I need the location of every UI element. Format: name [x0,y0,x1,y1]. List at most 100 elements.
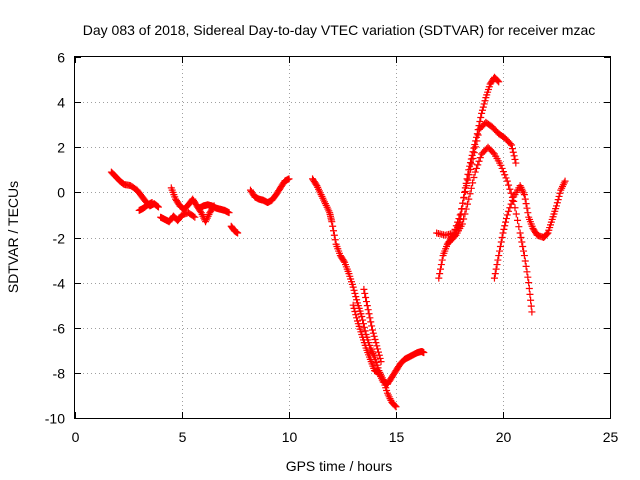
data-point [474,161,482,169]
y-tick-label: -2 [53,231,66,247]
data-point [508,141,516,149]
data-point [464,176,472,184]
data-point [368,322,376,330]
data-point [154,203,162,211]
data-point [554,196,562,204]
x-axis-label: GPS time / hours [286,458,393,474]
data-point [519,243,527,251]
data-point [349,283,357,291]
data-point [377,358,385,366]
data-point [518,238,526,246]
data-point [522,262,530,270]
tick-layer: 0 5 10 15 20 25 -10 -8 -6 -4 -2 0 2 4 6 [45,50,619,446]
data-point [352,293,360,301]
data-point [328,218,336,226]
data-point [454,218,462,226]
data-point [437,265,445,273]
series-arc-6 [227,222,242,237]
data-point [350,304,358,312]
chart-title: Day 083 of 2018, Sidereal Day-to-day VTE… [83,22,596,38]
data-point [191,213,199,221]
data-point [495,78,503,86]
data-point [392,403,400,411]
data-point [349,301,357,309]
data-point [465,171,473,179]
data-point [353,314,361,322]
data-point [362,294,370,302]
data-point [350,286,358,294]
series-arc-9 [349,301,428,388]
data-point [471,168,479,176]
data-point [524,209,532,217]
data-point [472,164,480,172]
data-point [470,149,478,157]
data-point [360,323,368,331]
data-point [507,200,515,208]
data-point [375,351,383,359]
data-point [469,148,477,156]
data-point [436,270,444,278]
data-point [352,311,360,319]
data-point [473,130,481,138]
data-point [420,349,428,357]
data-point [515,223,523,231]
data-point [391,402,399,410]
data-point [369,329,377,337]
y-axis-label: SDTVAR / TECUs [5,181,21,293]
data-point [353,296,361,304]
data-point [496,243,504,251]
data-point [361,327,369,335]
data-point [474,131,482,139]
data-point [521,257,529,265]
data-point [359,316,367,324]
data-point [329,222,337,230]
data-point [365,310,373,318]
data-point [520,252,528,260]
data-point [461,210,469,218]
data-point [499,229,507,237]
data-point [503,211,511,219]
series-arc-2 [135,199,156,214]
data-point [553,202,560,210]
data-point [498,164,506,172]
data-point [520,191,528,199]
data-point [466,159,474,167]
plot-frame [74,56,611,419]
data-point [491,270,499,278]
data-point [526,290,534,298]
x-tick-label: 15 [389,429,405,445]
y-tick-label: 2 [57,140,65,156]
data-point [527,302,535,310]
series-arc-14 [490,177,569,282]
data-point [462,205,470,213]
x-tick-label: 10 [282,429,298,445]
data-point [489,149,497,157]
data-point [480,100,488,108]
data-point [505,207,513,215]
data-point [497,238,505,246]
data-point [553,199,561,207]
data-point [473,137,481,145]
data-point [511,155,519,163]
data-point [510,152,518,160]
data-point [472,143,480,151]
data-point [469,155,477,163]
data-point [516,229,524,237]
data-point [364,306,372,314]
data-point [476,118,484,126]
data-point [363,302,371,310]
data-point [512,159,520,167]
data-point [476,154,484,162]
data-point [521,195,529,203]
data-point [475,157,483,165]
data-point [374,348,382,356]
data-point [458,220,466,228]
data-point [523,268,531,276]
data-point [492,265,500,273]
data-point [505,181,513,189]
data-point [234,229,242,237]
data-point [503,177,511,185]
data-point [478,106,486,114]
data-point [456,211,464,219]
data-point [360,285,368,293]
